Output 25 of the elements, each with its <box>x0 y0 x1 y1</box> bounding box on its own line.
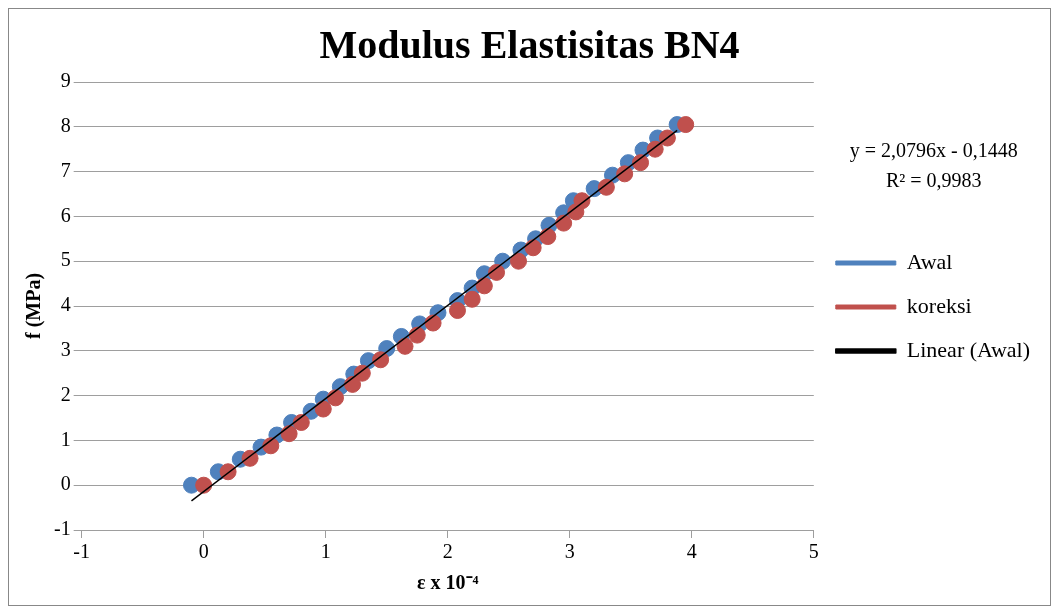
y-tick-label: 4 <box>60 293 71 316</box>
x-tick-label: 4 <box>686 540 697 563</box>
y-tick-label: 3 <box>60 338 71 361</box>
x-tick-label: 1 <box>320 540 331 563</box>
y-tick-label: 0 <box>60 472 71 495</box>
y-tick-label: 5 <box>60 248 71 271</box>
y-tick-label: 2 <box>60 382 71 405</box>
legend-label: Linear (Awal) <box>906 336 1031 362</box>
y-tick-label: 9 <box>60 69 71 92</box>
legend-label: Awal <box>906 248 953 274</box>
y-tick-label: 1 <box>60 427 71 450</box>
y-tick-label: 7 <box>60 158 71 181</box>
y-tick-label: 8 <box>60 114 71 137</box>
y-axis-title: f (MPa) <box>22 272 46 340</box>
y-tick-label: -1 <box>53 517 71 540</box>
x-tick-label: 3 <box>564 540 575 563</box>
x-tick-label: 0 <box>198 540 209 563</box>
x-axis-title: ε x 10⁻⁴ <box>416 571 479 594</box>
chart-title: Modulus Elastisitas BN4 <box>319 22 740 68</box>
y-tick-label: 6 <box>60 203 71 226</box>
text: y = 2,0796x - 0,1448 <box>849 139 1018 162</box>
x-tick-label: 2 <box>442 540 453 563</box>
legend-label: koreksi <box>906 292 972 318</box>
x-tick-label: 5 <box>808 540 819 563</box>
text: R² = 0,9983 <box>886 169 982 191</box>
